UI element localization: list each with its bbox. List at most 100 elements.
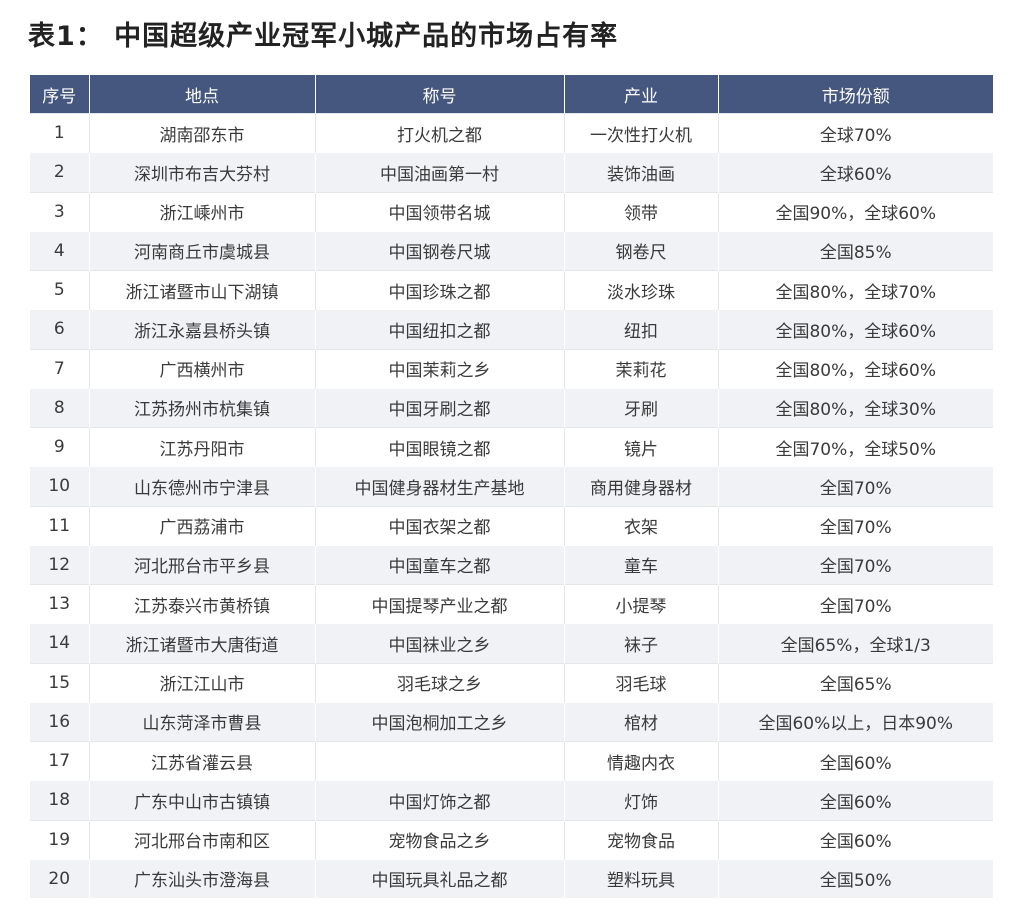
cell-market-share: 全国80%，全球60% [718, 348, 993, 389]
cell-market-share: 全国60% [718, 819, 993, 860]
cell-industry: 情趣内衣 [564, 740, 719, 781]
cell-industry: 装饰油画 [564, 152, 719, 192]
cell-market-share: 全国60% [718, 740, 993, 781]
table-row: 6 浙江永嘉县桥头镇 中国纽扣之都 纽扣 全国80%，全球60% [30, 309, 993, 349]
cell-location: 广西荔浦市 [89, 505, 316, 546]
cell-title: 打火机之都 [315, 112, 565, 153]
cell-location: 江苏泰兴市黄桥镇 [89, 583, 316, 624]
cell-location: 浙江诸暨市大唐街道 [89, 623, 316, 663]
cell-index: 17 [30, 740, 90, 781]
cell-index: 14 [30, 623, 90, 663]
cell-market-share: 全国60% [718, 780, 993, 820]
cell-index: 3 [30, 191, 90, 232]
table-header-row: 序号 地点 称号 产业 市场份额 [30, 75, 993, 114]
cell-market-share: 全国70% [718, 505, 993, 546]
table-row: 11 广西荔浦市 中国衣架之都 衣架 全国70% [30, 505, 993, 546]
cell-industry: 纽扣 [564, 309, 719, 349]
cell-industry: 塑料玩具 [564, 858, 719, 898]
cell-location: 湖南邵东市 [89, 112, 316, 153]
table-row: 17 江苏省灌云县 情趣内衣 全国60% [30, 740, 993, 781]
cell-industry: 棺材 [564, 701, 719, 742]
cell-location: 山东菏泽市曹县 [89, 701, 316, 742]
table-row: 13 江苏泰兴市黄桥镇 中国提琴产业之都 小提琴 全国70% [30, 583, 993, 624]
cell-index: 19 [30, 819, 90, 860]
table-row: 16 山东菏泽市曹县 中国泡桐加工之乡 棺材 全国60%以上，日本90% [30, 701, 993, 742]
table-row: 3 浙江嵊州市 中国领带名城 领带 全国90%，全球60% [30, 191, 993, 232]
cell-industry: 袜子 [564, 623, 719, 663]
cell-index: 8 [30, 387, 90, 428]
table-row: 15 浙江江山市 羽毛球之乡 羽毛球 全国65% [30, 662, 993, 703]
cell-index: 12 [30, 544, 90, 585]
cell-industry: 茉莉花 [564, 348, 719, 389]
cell-title: 中国灯饰之都 [315, 780, 565, 820]
cell-location: 江苏丹阳市 [89, 426, 316, 467]
cell-industry: 一次性打火机 [564, 112, 719, 153]
header-market-share: 市场份额 [718, 75, 993, 114]
cell-market-share: 全国50% [718, 858, 993, 898]
cell-title: 中国油画第一村 [315, 152, 565, 192]
cell-title: 羽毛球之乡 [315, 662, 565, 703]
cell-industry: 宠物食品 [564, 819, 719, 860]
cell-title: 中国钢卷尺城 [315, 230, 565, 271]
cell-index: 4 [30, 230, 90, 271]
cell-market-share: 全国65%，全球1/3 [718, 623, 993, 663]
table-row: 10 山东德州市宁津县 中国健身器材生产基地 商用健身器材 全国70% [30, 466, 993, 506]
cell-location: 江苏扬州市杭集镇 [89, 387, 316, 428]
cell-title: 中国眼镜之都 [315, 426, 565, 467]
cell-title: 中国玩具礼品之都 [315, 858, 565, 898]
cell-market-share: 全国60%以上，日本90% [718, 701, 993, 742]
cell-location: 广西横州市 [89, 348, 316, 389]
cell-market-share: 全国80%，全球60% [718, 309, 993, 349]
cell-index: 6 [30, 309, 90, 349]
table-row: 19 河北邢台市南和区 宠物食品之乡 宠物食品 全国60% [30, 819, 993, 860]
cell-market-share: 全国80%，全球70% [718, 269, 993, 310]
table-row: 12 河北邢台市平乡县 中国童车之都 童车 全国70% [30, 544, 993, 585]
cell-location: 江苏省灌云县 [89, 740, 316, 781]
cell-location: 广东汕头市澄海县 [89, 858, 316, 898]
cell-market-share: 全国70% [718, 583, 993, 624]
cell-location: 河北邢台市南和区 [89, 819, 316, 860]
cell-index: 11 [30, 505, 90, 546]
market-share-table: 序号 地点 称号 产业 市场份额 1 湖南邵东市 打火机之都 一次性打火机 全球70% 2… [30, 75, 993, 898]
cell-industry: 羽毛球 [564, 662, 719, 703]
cell-index: 16 [30, 701, 90, 742]
cell-index: 20 [30, 858, 90, 898]
cell-industry: 小提琴 [564, 583, 719, 624]
cell-title [315, 740, 565, 781]
table-row: 20 广东汕头市澄海县 中国玩具礼品之都 塑料玩具 全国50% [30, 858, 993, 898]
table-row: 2 深圳市布吉大芬村 中国油画第一村 装饰油画 全球60% [30, 152, 993, 192]
table-row: 4 河南商丘市虞城县 中国钢卷尺城 钢卷尺 全国85% [30, 230, 993, 271]
cell-index: 7 [30, 348, 90, 389]
cell-market-share: 全国70% [718, 544, 993, 585]
page-title: 表1： 中国超级产业冠军小城产品的市场占有率 [28, 21, 619, 52]
cell-title: 中国珍珠之都 [315, 269, 565, 310]
cell-industry: 牙刷 [564, 387, 719, 428]
header-title: 称号 [315, 75, 565, 114]
header-index: 序号 [30, 75, 90, 114]
cell-index: 9 [30, 426, 90, 467]
table-row: 7 广西横州市 中国茉莉之乡 茉莉花 全国80%，全球60% [30, 348, 993, 389]
cell-index: 10 [30, 466, 90, 506]
cell-industry: 镜片 [564, 426, 719, 467]
cell-location: 浙江嵊州市 [89, 191, 316, 232]
cell-location: 山东德州市宁津县 [89, 466, 316, 506]
cell-title: 中国领带名城 [315, 191, 565, 232]
cell-industry: 淡水珍珠 [564, 269, 719, 310]
cell-market-share: 全国70%，全球50% [718, 426, 993, 467]
cell-index: 18 [30, 780, 90, 820]
cell-market-share: 全国90%，全球60% [718, 191, 993, 232]
header-location: 地点 [89, 75, 316, 114]
cell-title: 中国提琴产业之都 [315, 583, 565, 624]
cell-title: 中国衣架之都 [315, 505, 565, 546]
cell-title: 中国袜业之乡 [315, 623, 565, 663]
cell-industry: 童车 [564, 544, 719, 585]
cell-industry: 灯饰 [564, 780, 719, 820]
cell-title: 中国茉莉之乡 [315, 348, 565, 389]
cell-market-share: 全国85% [718, 230, 993, 271]
table-row: 5 浙江诸暨市山下湖镇 中国珍珠之都 淡水珍珠 全国80%，全球70% [30, 269, 993, 310]
table-body: 1 湖南邵东市 打火机之都 一次性打火机 全球70% 2 深圳市布吉大芬村 中国油画第一村 装饰… [30, 112, 993, 898]
cell-title: 中国泡桐加工之乡 [315, 701, 565, 742]
cell-location: 浙江诸暨市山下湖镇 [89, 269, 316, 310]
table-row: 14 浙江诸暨市大唐街道 中国袜业之乡 袜子 全国65%，全球1/3 [30, 623, 993, 663]
table-row: 1 湖南邵东市 打火机之都 一次性打火机 全球70% [30, 112, 993, 153]
